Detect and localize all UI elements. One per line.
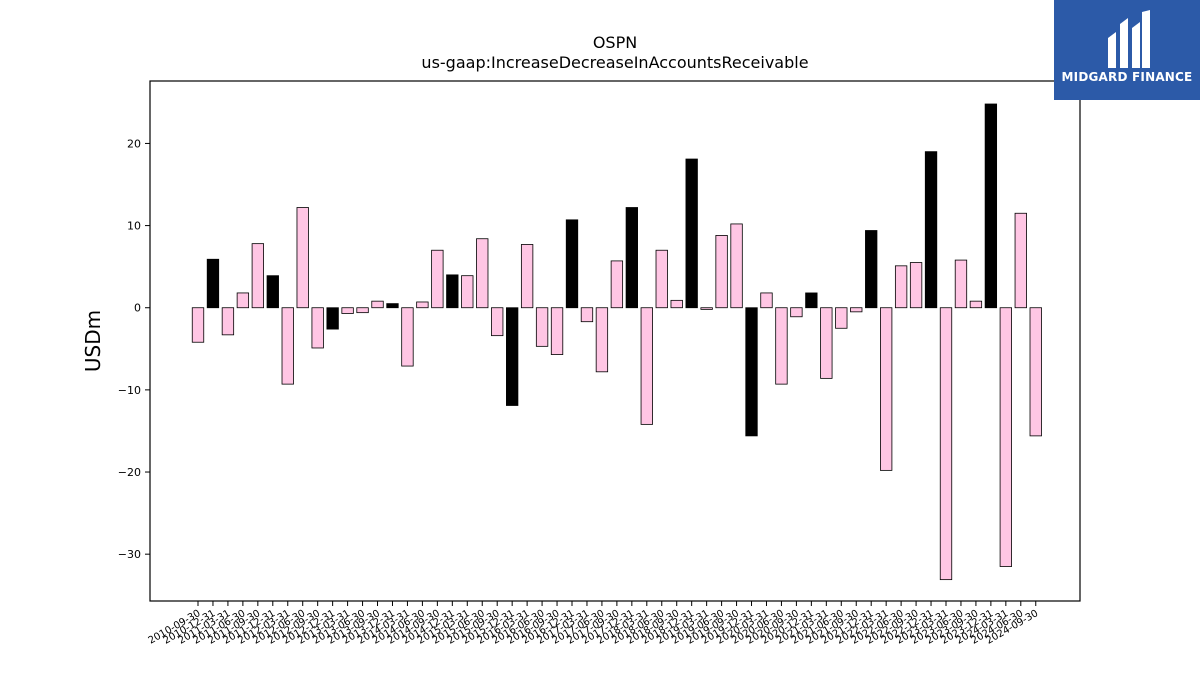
- bar: [655, 249, 668, 309]
- y-ticks-group: −30 −20 −10 0 10 20: [118, 137, 150, 561]
- bar: [730, 223, 743, 309]
- y-tick-label: −20: [118, 466, 141, 479]
- bar: [191, 307, 205, 343]
- bar: [790, 307, 803, 318]
- bar: [386, 303, 399, 309]
- bar: [281, 307, 294, 385]
- bar: [610, 260, 624, 309]
- bar: [880, 307, 893, 471]
- bar: [371, 300, 384, 309]
- bar: [520, 244, 534, 309]
- bar: [565, 219, 579, 309]
- bar: [715, 235, 728, 309]
- chart-title: OSPN: [593, 33, 637, 52]
- bar: [401, 307, 414, 367]
- midgard-finance-logo: MIDGARD FINANCE: [1054, 0, 1200, 100]
- bar: [625, 207, 638, 309]
- y-tick-label: 10: [127, 220, 141, 233]
- bar: [999, 307, 1012, 567]
- logo-text: MIDGARD FINANCE: [1061, 70, 1193, 84]
- bar: [221, 307, 235, 336]
- bar: [506, 307, 519, 406]
- bar: [311, 307, 324, 349]
- y-tick-label: −10: [118, 384, 141, 397]
- bar: [894, 265, 908, 309]
- bar: [491, 307, 504, 337]
- bar: [969, 300, 983, 309]
- bar: [356, 307, 369, 314]
- bar: [341, 307, 354, 314]
- bar: [206, 258, 220, 309]
- bar: [745, 307, 758, 437]
- bar: [550, 307, 564, 355]
- plot-frame: [149, 80, 1081, 602]
- bar: [865, 230, 878, 309]
- bar: [835, 307, 848, 329]
- bar: [670, 299, 683, 309]
- chart-subtitle: us-gaap:IncreaseDecreaseInAccountsReceiv…: [421, 53, 808, 72]
- bar: [296, 207, 309, 309]
- bar: [595, 307, 609, 373]
- midgard-logo-icon: [1108, 10, 1150, 68]
- bar: [760, 292, 773, 309]
- bar: [1029, 307, 1042, 437]
- bar: [640, 307, 653, 425]
- bar: [326, 307, 339, 330]
- bar: [939, 307, 953, 581]
- bar: [1014, 212, 1027, 309]
- bar: [820, 307, 833, 379]
- x-ticks-group: 2010-09-302010-12-312011-03-312011-06-30…: [147, 601, 1040, 647]
- bar: [984, 103, 998, 309]
- bar: [461, 275, 474, 309]
- bar: [580, 307, 594, 323]
- bar: [700, 307, 713, 310]
- bar: [805, 292, 818, 309]
- bar: [446, 274, 459, 309]
- bar: [535, 307, 549, 347]
- bar: [236, 292, 250, 309]
- y-tick-label: 0: [134, 302, 141, 315]
- bar: [416, 301, 429, 309]
- bars-group: [191, 103, 1042, 581]
- bar: [266, 275, 279, 309]
- y-tick-label: −30: [118, 548, 141, 561]
- bar: [431, 249, 444, 309]
- bar: [685, 158, 698, 309]
- bar: [850, 307, 863, 313]
- bar: [251, 243, 264, 309]
- bar: [476, 238, 489, 309]
- bar: [909, 262, 923, 309]
- bar: [775, 307, 788, 385]
- bar: [954, 259, 968, 309]
- y-tick-label: 20: [127, 137, 141, 150]
- y-axis-label: USDm: [81, 310, 105, 372]
- bar: [924, 151, 938, 309]
